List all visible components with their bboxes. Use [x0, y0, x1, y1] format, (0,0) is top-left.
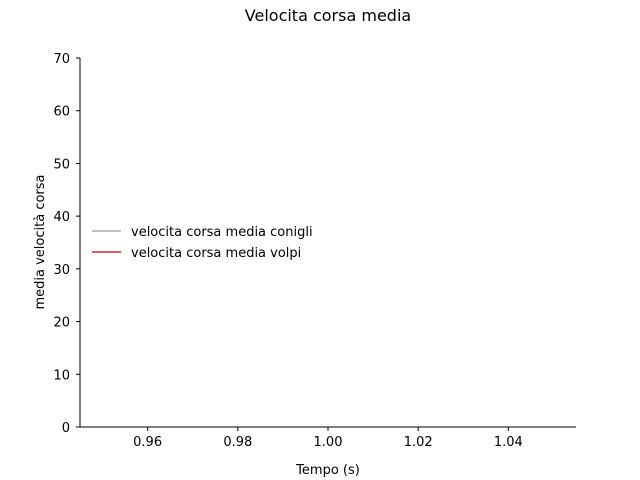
x-tick-label: 0.98: [223, 435, 252, 450]
x-tick-label: 1.00: [314, 435, 343, 450]
y-ticks: 0 10 20 30 40 50 60 70: [53, 52, 80, 436]
x-axis-label: Tempo (s): [295, 463, 360, 478]
legend-label-conigli: velocita corsa media conigli: [131, 225, 313, 240]
chart-title: Velocita corsa media: [245, 6, 411, 25]
x-tick-label: 0.96: [133, 435, 162, 450]
y-tick-label: 60: [53, 105, 70, 120]
x-tick-label: 1.02: [404, 435, 433, 450]
y-tick-label: 20: [53, 316, 70, 331]
plot-area: 0.96 0.98 1.00 1.02 1.04 0 10 20 30 40 50 60 70: [53, 52, 576, 450]
y-axis-label: media velocità corsa: [33, 174, 48, 309]
y-tick-label: 50: [53, 157, 70, 172]
x-tick-label: 1.04: [494, 435, 523, 450]
y-tick-label: 30: [53, 263, 70, 278]
y-tick-label: 70: [53, 52, 70, 67]
y-tick-label: 0: [62, 421, 70, 436]
legend-label-volpi: velocita corsa media volpi: [131, 246, 301, 261]
y-tick-label: 40: [53, 210, 70, 225]
legend: velocita corsa media conigli velocita co…: [92, 225, 313, 261]
x-ticks: 0.96 0.98 1.00 1.02 1.04: [133, 427, 523, 450]
y-tick-label: 10: [53, 368, 70, 383]
